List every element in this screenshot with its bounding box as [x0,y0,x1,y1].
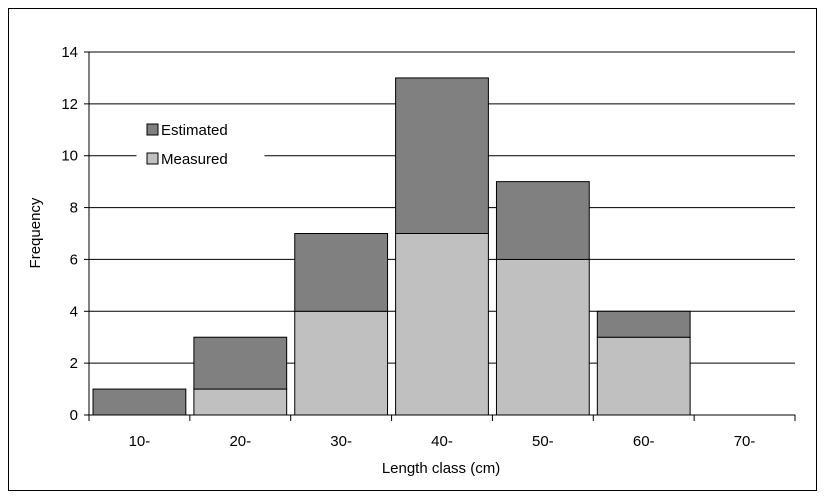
axes [84,51,796,421]
bar-estimated-60 [596,310,691,338]
bar-estimated-10 [92,388,187,416]
y-tick-label-0: 0 [70,407,78,424]
x-tick-labels: 10- 20- 30- 40- 50- 60- 70- [129,433,756,450]
x-tick-label-20: 20- [229,433,251,450]
bar-measured-60 [596,336,691,416]
x-tick-label-40: 40- [431,433,453,450]
bar-estimated-50 [495,181,590,260]
bar-measured-20 [193,388,288,416]
x-tick-label-50: 50- [532,433,554,450]
x-tick-label-60: 60- [633,433,655,450]
bar-measured-40 [395,233,489,416]
x-tick-label-70: 70- [734,433,756,450]
x-tick-label-10: 10- [129,433,151,450]
y-axis-title: Frequency [27,197,44,268]
legend-swatch-estimated [146,123,159,136]
bar-estimated-40 [395,77,489,234]
y-tick-label-10: 10 [61,148,78,165]
bar-estimated-20 [193,336,288,390]
y-tick-labels: 0 2 4 6 8 10 12 14 [61,44,78,424]
y-tick-label-12: 12 [61,96,78,113]
x-axis-title: Length class (cm) [382,460,500,477]
legend-swatch-measured [146,152,159,165]
bar-measured-50 [495,258,590,416]
bar-measured-30 [294,310,389,416]
bars [92,77,691,416]
legend: Estimated Measured [136,116,265,184]
y-tick-label-4: 4 [70,303,78,320]
legend-label-estimated: Estimated [161,122,228,139]
bar-estimated-30 [294,233,389,312]
y-tick-label-8: 8 [70,200,78,217]
x-tick-label-30: 30- [330,433,352,450]
y-tick-label-6: 6 [70,251,78,268]
legend-label-measured: Measured [161,151,228,168]
y-tick-label-14: 14 [61,44,78,61]
y-tick-label-2: 2 [70,355,78,372]
